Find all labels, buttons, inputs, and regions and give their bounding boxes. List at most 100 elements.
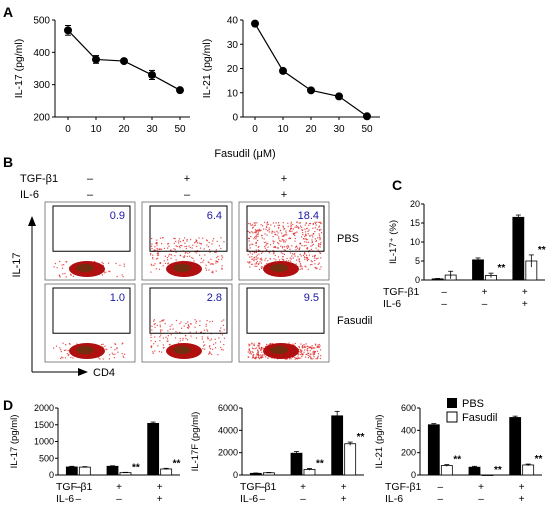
flow-event — [312, 351, 314, 353]
flow-event — [313, 347, 315, 349]
flow-event — [179, 247, 181, 249]
flow-event — [212, 238, 215, 240]
flow-event — [180, 327, 183, 329]
flow-event — [306, 258, 308, 260]
flow-event — [298, 227, 300, 229]
flow-event — [60, 356, 63, 358]
flow-event — [265, 228, 267, 230]
flow-event — [306, 227, 308, 230]
flow-event — [159, 326, 161, 328]
flow-event — [214, 338, 216, 340]
flow-event — [260, 257, 262, 259]
flow-event — [122, 355, 124, 357]
flow-event — [258, 263, 260, 265]
flow-event — [310, 353, 312, 355]
flow-event — [290, 224, 292, 226]
legend: PBS Fasudil — [446, 398, 497, 424]
flow-event — [303, 344, 305, 346]
flow-event — [294, 342, 296, 345]
flow-event — [167, 340, 169, 342]
flow-event — [151, 325, 153, 327]
flow-event — [265, 241, 267, 243]
flow-event — [247, 356, 249, 358]
flow-event — [311, 234, 313, 236]
flow-event — [305, 353, 307, 356]
il6-sign: – — [87, 189, 94, 201]
flow-plot-frame — [44, 283, 136, 363]
flow-event — [314, 238, 316, 240]
flow-event — [265, 257, 267, 259]
flow-event — [317, 249, 319, 251]
flow-event — [254, 222, 256, 224]
flow-event — [253, 225, 255, 227]
flow-event — [156, 249, 158, 251]
il6-sign: – — [438, 494, 444, 505]
flow-event — [254, 236, 256, 238]
flow-event — [268, 252, 271, 254]
flow-event — [310, 245, 312, 247]
flow-event — [154, 326, 156, 328]
flow-event — [309, 222, 312, 225]
flow-event — [158, 351, 160, 353]
flow-event — [102, 264, 104, 267]
flow-event — [320, 241, 322, 244]
flow-event — [170, 334, 172, 336]
flow-event — [189, 246, 191, 249]
flow-event — [156, 247, 158, 250]
flow-event — [257, 229, 259, 231]
flow-event — [62, 342, 64, 344]
flow-event — [188, 326, 190, 328]
flow-event — [314, 351, 316, 354]
flow-event — [277, 247, 280, 249]
flow-event — [108, 358, 111, 360]
flow-event — [212, 270, 214, 272]
flow-event — [304, 235, 306, 238]
flow-event — [252, 243, 254, 246]
flow-event — [258, 344, 260, 347]
flow-event — [257, 249, 260, 251]
flow-event — [268, 231, 271, 233]
flow-event — [173, 237, 175, 240]
flow-event — [281, 235, 283, 237]
flow-event — [260, 348, 262, 350]
bar-pbs — [290, 452, 303, 476]
flow-event — [215, 249, 217, 251]
flow-event — [311, 263, 313, 266]
flow-event — [289, 252, 292, 254]
flow-cell-center — [76, 346, 94, 354]
flow-event — [274, 254, 276, 257]
flow-event — [186, 339, 189, 341]
flow-event — [162, 337, 164, 339]
flow-event — [178, 245, 180, 248]
flow-event — [309, 234, 311, 237]
flow-event — [316, 358, 319, 360]
flow-event — [311, 244, 313, 246]
flow-event — [257, 233, 259, 235]
flow-event — [255, 244, 257, 247]
flow-event — [253, 356, 255, 359]
flow-event — [280, 245, 282, 247]
tgf-sign: – — [260, 482, 266, 493]
flow-event — [256, 258, 258, 260]
arrow-head-right — [78, 368, 88, 376]
flow-event — [154, 246, 156, 248]
il6-sign: – — [482, 299, 488, 310]
flow-event — [209, 352, 211, 354]
il6-label: IL-6 — [385, 493, 403, 505]
flow-event — [211, 320, 214, 322]
flow-event — [317, 356, 319, 359]
flow-event — [150, 263, 152, 265]
flow-event — [299, 242, 301, 244]
flow-event — [297, 226, 299, 228]
bar-fasudil — [344, 443, 357, 476]
flow-event — [301, 226, 303, 228]
flow-cell-center — [173, 346, 191, 354]
flow-event — [156, 244, 158, 246]
flow-event — [171, 324, 173, 326]
flow-event — [175, 319, 178, 322]
flow-event — [214, 251, 216, 253]
flow-event — [209, 351, 211, 353]
flow-event — [164, 262, 167, 264]
flow-event — [205, 325, 207, 327]
flow-event — [202, 341, 205, 343]
